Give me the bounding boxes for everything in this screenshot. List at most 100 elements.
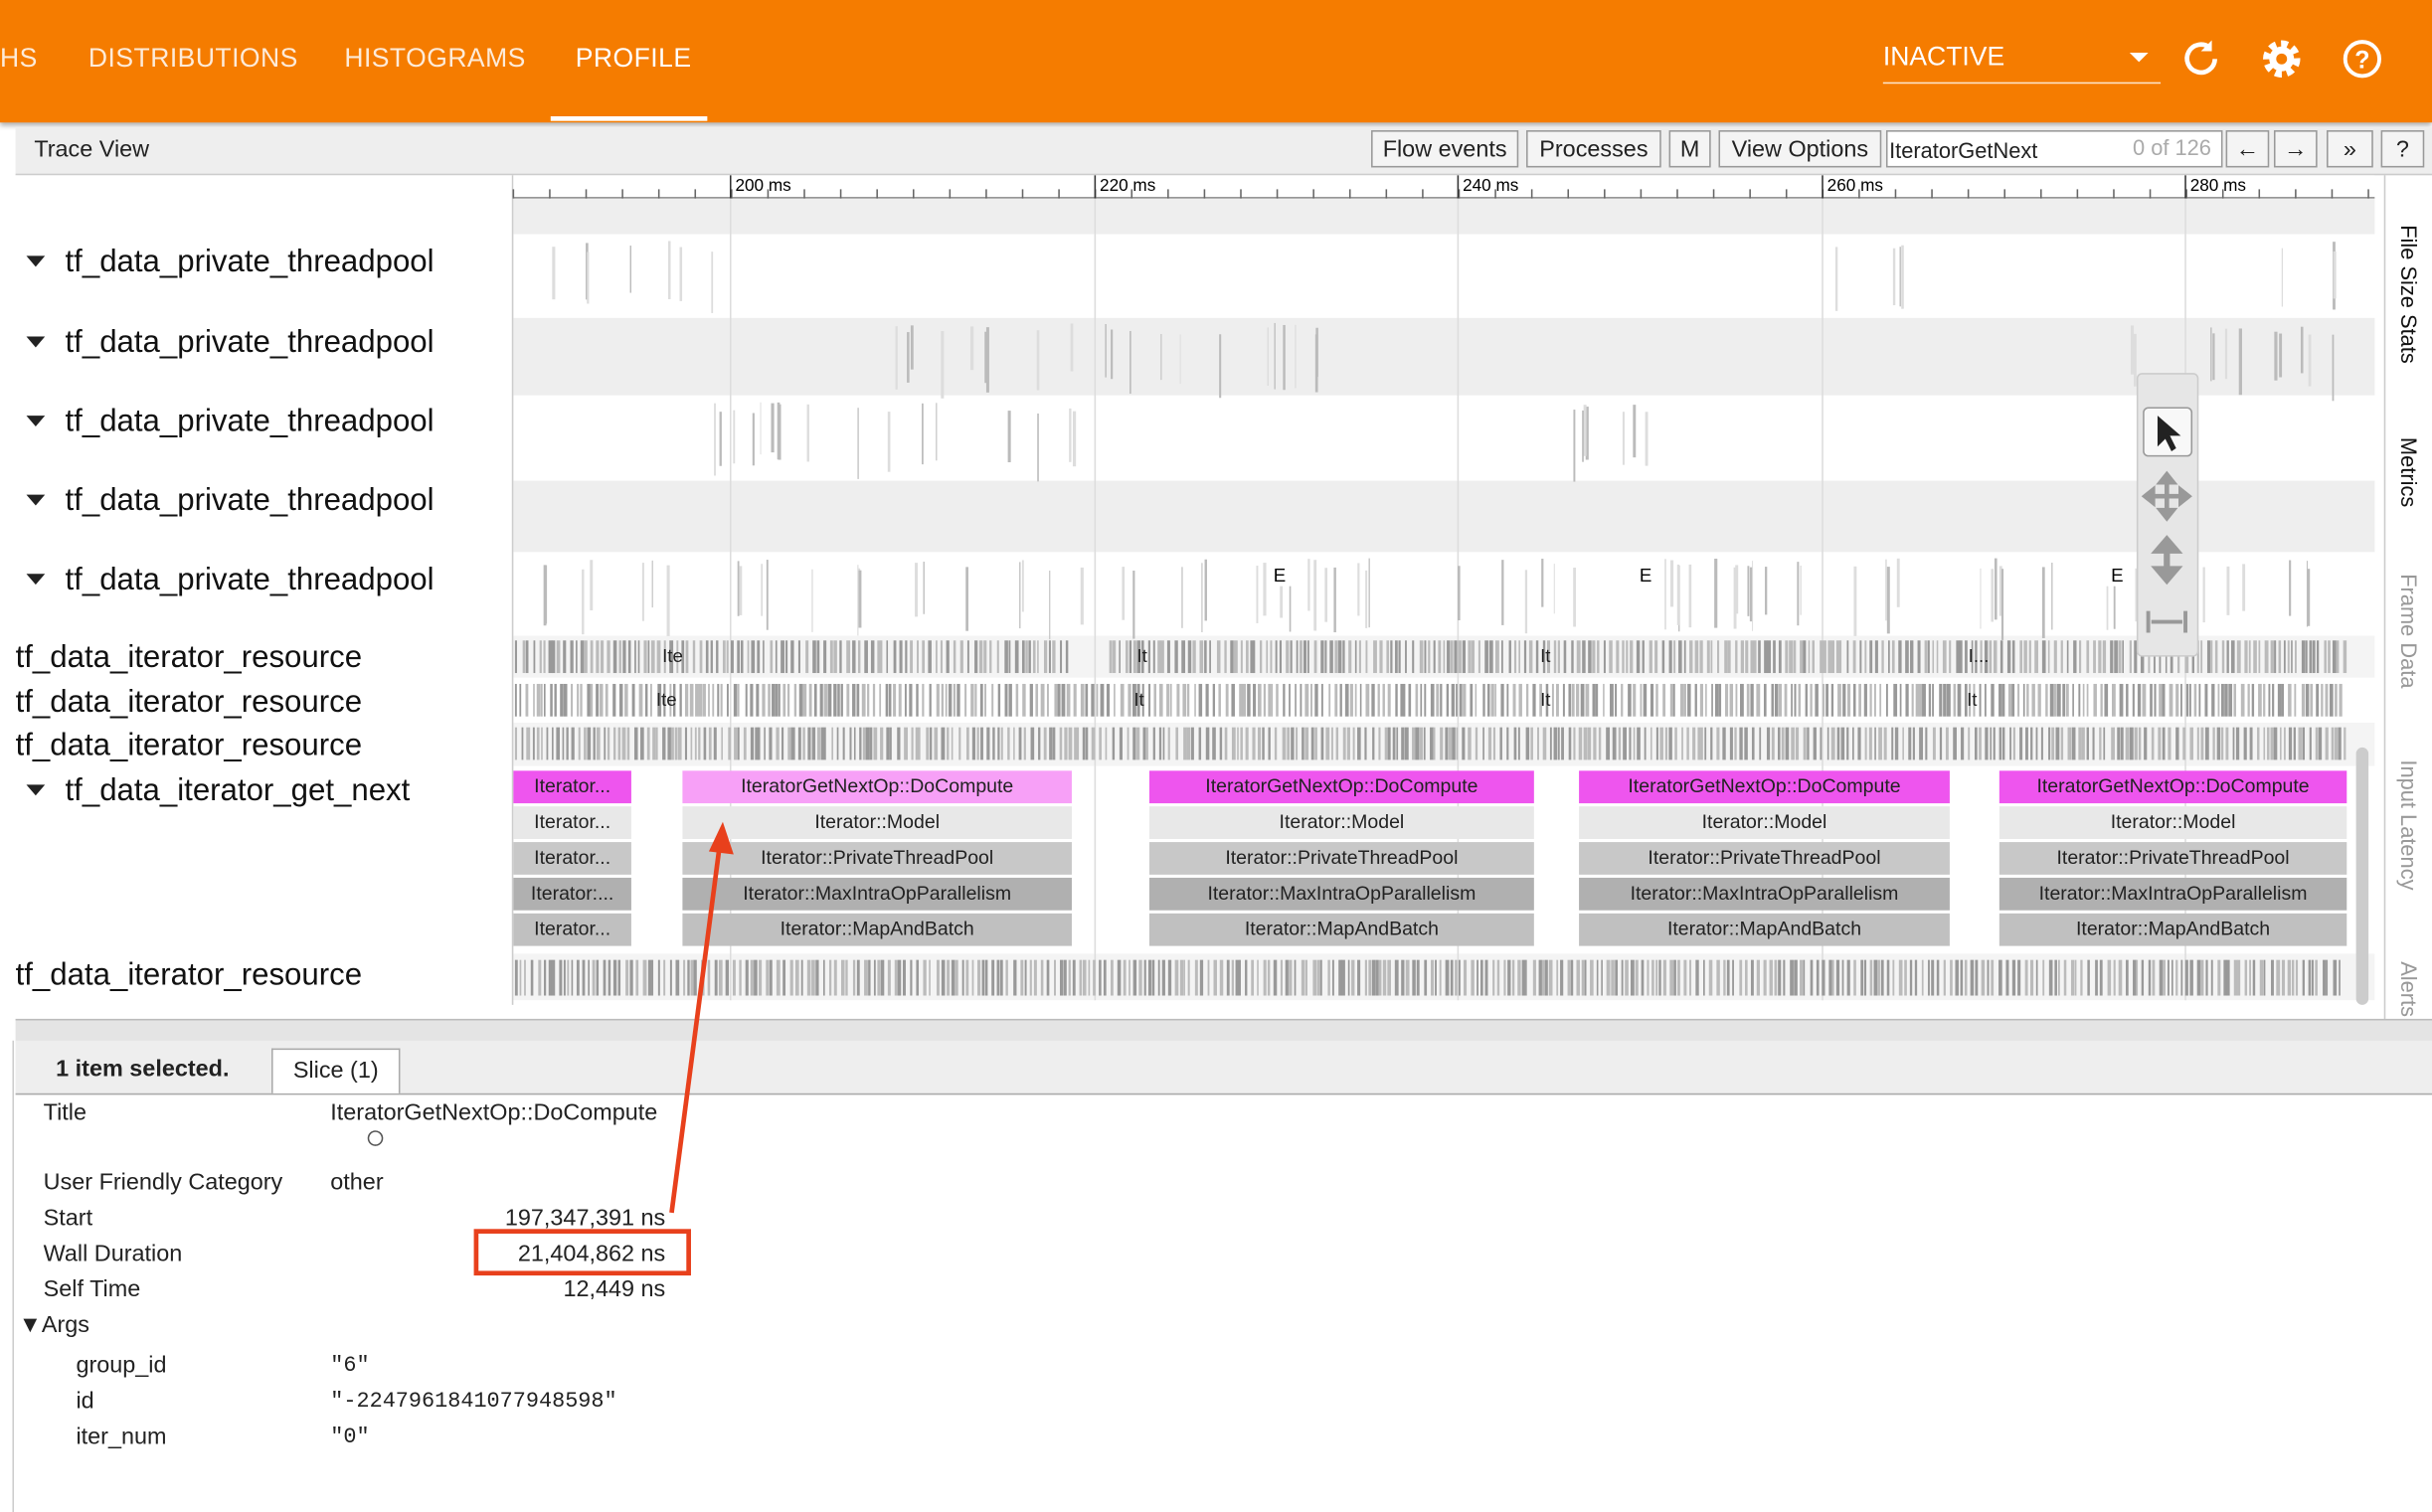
activity-stripe	[1484, 959, 1488, 996]
activity-stripe	[947, 727, 950, 760]
activity-stripe	[1790, 959, 1794, 996]
trace-slice[interactable]	[682, 842, 1072, 875]
trace-slice[interactable]	[682, 877, 1072, 911]
track-label[interactable]: tf_data_iterator_get_next	[66, 772, 411, 807]
activity-stripe	[1826, 727, 1829, 760]
tool-zoom[interactable]	[2151, 535, 2183, 586]
run-select[interactable]: INACTIVE	[1882, 42, 2005, 72]
trace-slice[interactable]	[682, 913, 1072, 946]
activity-stripe	[1471, 640, 1476, 674]
search-box[interactable]	[1885, 130, 2223, 168]
tool-pan[interactable]	[2141, 470, 2192, 522]
details-tab[interactable]: Slice (1)	[271, 1048, 401, 1093]
trace-slice[interactable]	[1998, 913, 2347, 946]
trace-slice[interactable]	[1998, 806, 2347, 839]
nav-tab[interactable]: DISTRIBUTIONS	[87, 43, 298, 74]
trace-slice[interactable]	[682, 806, 1072, 839]
activity-stripe	[852, 683, 856, 717]
expand-toggle[interactable]	[26, 255, 46, 267]
track-label[interactable]: tf_data_private_threadpool	[66, 324, 434, 359]
activity-stripe	[1669, 959, 1674, 996]
activity-stripe	[1834, 247, 1838, 311]
expand-toggle[interactable]	[26, 574, 46, 586]
activity-stripe	[2336, 640, 2340, 674]
activity-stripe	[2270, 640, 2274, 674]
trace-slice[interactable]	[1579, 913, 1950, 946]
toolbar-button[interactable]: View Options	[1718, 130, 1882, 168]
activity-stripe	[1664, 727, 1668, 760]
activity-stripe	[2283, 727, 2286, 760]
activity-stripe	[2217, 959, 2221, 996]
activity-stripe	[857, 640, 861, 674]
activity-stripe	[1965, 640, 1968, 674]
trace-slice[interactable]	[1148, 877, 1534, 911]
search-nav-button[interactable]: ←	[2225, 130, 2270, 168]
trace-slice[interactable]	[513, 913, 631, 946]
search-nav-button[interactable]: →	[2273, 130, 2318, 168]
activity-stripe	[1651, 959, 1654, 996]
trace-slice[interactable]	[1579, 842, 1950, 875]
side-tab[interactable]: Alerts	[2396, 961, 2422, 1018]
trace-slice[interactable]	[513, 877, 631, 911]
expand-toggle[interactable]	[26, 494, 46, 506]
activity-stripe	[1152, 727, 1155, 760]
activity-stripe	[984, 959, 988, 996]
toolbar-button[interactable]: Flow events	[1371, 130, 1519, 168]
trace-slice[interactable]	[513, 806, 631, 839]
activity-stripe	[1852, 683, 1856, 717]
side-tab[interactable]: File Size Stats	[2396, 225, 2422, 364]
activity-stripe	[2138, 727, 2142, 760]
nav-tab[interactable]: HISTOGRAMS	[344, 43, 526, 74]
trace-slice[interactable]	[1998, 770, 2347, 804]
trace-slice[interactable]	[1579, 806, 1950, 839]
expand-toggle[interactable]	[26, 416, 46, 426]
activity-stripe	[669, 959, 672, 996]
detail-key: Start	[43, 1205, 93, 1232]
side-tab[interactable]: Metrics	[2396, 436, 2422, 508]
activity-stripe	[596, 959, 600, 996]
activity-stripe	[1030, 727, 1035, 760]
trace-slice[interactable]	[1998, 842, 2347, 875]
activity-stripe	[996, 959, 1000, 996]
activity-stripe	[1167, 727, 1170, 760]
activity-stripe	[1609, 640, 1613, 674]
expand-toggle[interactable]	[26, 336, 46, 348]
trace-slice[interactable]	[513, 770, 631, 804]
activity-stripe	[521, 727, 524, 760]
activity-stripe	[2056, 683, 2061, 717]
expand-toggle[interactable]	[26, 784, 46, 796]
track-label[interactable]: tf_data_private_threadpool	[66, 404, 434, 438]
trace-slice[interactable]	[1148, 842, 1534, 875]
nav-tab[interactable]: HS	[0, 43, 38, 74]
activity-stripe	[764, 727, 766, 760]
activity-stripe	[584, 727, 587, 760]
side-tab[interactable]: Input Latency	[2396, 759, 2422, 891]
activity-stripe	[1268, 683, 1272, 717]
trace-slice[interactable]	[1148, 913, 1534, 946]
trace-slice[interactable]	[682, 770, 1072, 804]
toolbar-button[interactable]: Processes	[1526, 130, 1661, 168]
nav-icons[interactable]: ?	[2171, 28, 2420, 89]
trace-slice[interactable]	[513, 842, 631, 875]
activity-stripe	[588, 959, 590, 996]
activity-stripe	[1525, 959, 1527, 996]
search-nav-button[interactable]: »	[2327, 130, 2373, 168]
toolbar-button[interactable]: M	[1668, 130, 1711, 168]
track-label[interactable]: tf_data_private_threadpool	[66, 244, 434, 278]
tool-pointer[interactable]	[2157, 416, 2181, 451]
side-tab[interactable]: Frame Data	[2396, 574, 2422, 689]
trace-slice[interactable]	[1579, 770, 1950, 804]
track-label[interactable]: tf_data_private_threadpool	[66, 482, 434, 517]
trace-slice[interactable]	[1148, 806, 1534, 839]
activity-stripe	[970, 683, 974, 717]
search-nav-button[interactable]: ?	[2380, 130, 2425, 168]
trace-slice[interactable]	[1998, 877, 2347, 911]
trace-slice[interactable]	[1579, 877, 1950, 911]
activity-stripe	[1245, 727, 1249, 760]
track-label[interactable]: tf_data_private_threadpool	[66, 562, 434, 596]
activity-stripe	[1496, 959, 1500, 996]
trace-slice[interactable]	[1148, 770, 1534, 804]
args-heading[interactable]: ▼Args	[18, 1311, 90, 1339]
tool-timing[interactable]	[2146, 610, 2187, 633]
nav-tab[interactable]: PROFILE	[575, 43, 692, 74]
